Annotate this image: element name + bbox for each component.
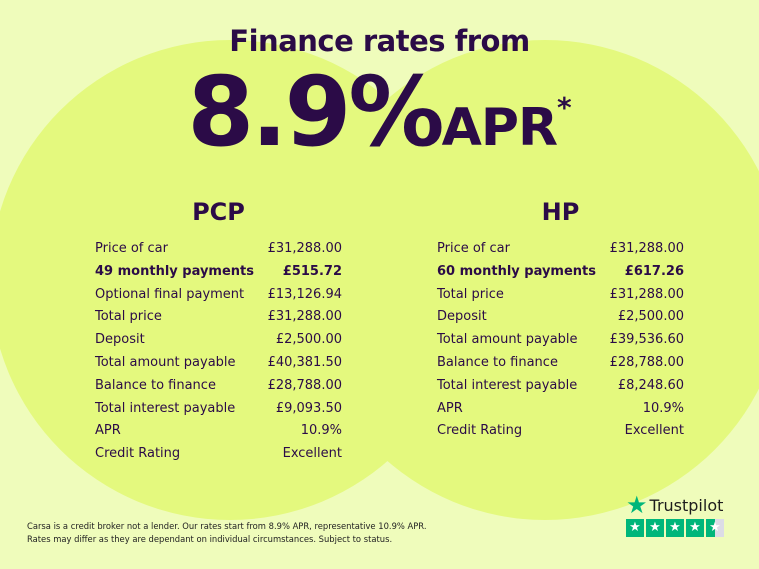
row-value: £31,288.00: [609, 241, 684, 256]
row-label: Balance to finance: [437, 354, 558, 370]
row-value: 10.9%: [300, 423, 342, 439]
table-row: Total interest payable £9,093.50: [95, 398, 342, 421]
rating-star-icon: ★: [626, 519, 644, 537]
table-row: APR 10.9%: [95, 420, 342, 443]
row-label: Total price: [437, 286, 504, 302]
table-row: Price of car £31,288.00: [95, 238, 342, 261]
row-value: £31,288.00: [609, 286, 684, 302]
row-label: Price of car: [95, 241, 168, 256]
row-value: £31,288.00: [267, 309, 342, 325]
table-row: Credit Rating Excellent: [95, 443, 342, 466]
headline: Finance rates from: [229, 24, 530, 58]
trustpilot-rating: ★ ★ ★ ★ ★: [626, 519, 724, 537]
row-value: £2,500.00: [617, 309, 684, 325]
table-row: Deposit £2,500.00: [437, 306, 684, 329]
row-value: £8,248.60: [617, 377, 684, 393]
row-label: Total amount payable: [95, 354, 236, 370]
row-value: £617.26: [624, 263, 684, 279]
row-label: Total amount payable: [437, 332, 578, 348]
row-label: Deposit: [95, 332, 145, 348]
row-label: Balance to finance: [95, 377, 216, 393]
row-label: Total price: [95, 309, 162, 325]
table-row: Deposit £2,500.00: [95, 329, 342, 352]
row-label: 60 monthly payments: [437, 263, 596, 279]
row-label: Credit Rating: [95, 446, 181, 462]
table-row: Price of car £31,288.00: [437, 238, 684, 261]
table-row: Total amount payable £39,536.60: [437, 329, 684, 352]
trustpilot-badge[interactable]: ★ Trustpilot ★ ★ ★ ★ ★: [626, 491, 724, 537]
table-row: Credit Rating Excellent: [437, 420, 684, 443]
rate-display: 8.9%APR*: [0, 62, 759, 162]
trustpilot-label: Trustpilot: [649, 495, 724, 515]
hp-title: HP: [541, 198, 580, 226]
asterisk: *: [557, 91, 572, 124]
table-row: Total interest payable £8,248.60: [437, 375, 684, 398]
row-value: £40,381.50: [267, 354, 342, 370]
hp-table: HP Price of car £31,288.00 60 monthly paym…: [437, 198, 684, 443]
apr-label: APR: [441, 98, 558, 158]
row-label: Total interest payable: [437, 377, 578, 393]
table-row: 60 monthly payments £617.26: [437, 261, 684, 284]
table-row: Total amount payable £40,381.50: [95, 352, 342, 375]
pcp-title: PCP: [192, 198, 245, 226]
row-label: 49 monthly payments: [95, 263, 254, 279]
table-row: Balance to finance £28,788.00: [95, 375, 342, 398]
trustpilot-star-icon: ★: [626, 491, 648, 519]
row-value: £28,788.00: [609, 354, 684, 370]
rating-star-icon: ★: [706, 519, 724, 537]
table-row: APR 10.9%: [437, 398, 684, 421]
row-value: £515.72: [282, 263, 342, 279]
rate-value: 8.9%: [187, 56, 444, 168]
disclaimer-line-2: Rates may differ as they are dependant o…: [27, 534, 393, 544]
table-row: 49 monthly payments £515.72: [95, 261, 342, 284]
table-row: Total price £31,288.00: [95, 306, 342, 329]
table-row: Total price £31,288.00: [437, 284, 684, 307]
row-value: 10.9%: [642, 400, 684, 416]
row-label: Credit Rating: [437, 423, 523, 439]
row-value: Excellent: [624, 423, 684, 439]
row-label: Optional final payment: [95, 286, 245, 302]
background-circle-right: [305, 40, 759, 520]
rating-star-icon: ★: [646, 519, 664, 537]
row-value: £28,788.00: [267, 377, 342, 393]
row-value: £13,126.94: [267, 286, 342, 302]
row-label: APR: [95, 423, 121, 439]
table-row: Optional final payment £13,126.94: [95, 284, 342, 307]
disclaimer-line-1: Carsa is a credit broker not a lender. O…: [27, 521, 427, 531]
row-value: £9,093.50: [275, 400, 342, 416]
row-value: Excellent: [282, 446, 342, 462]
rating-star-icon: ★: [686, 519, 704, 537]
disclaimer: Carsa is a credit broker not a lender. O…: [27, 520, 426, 546]
pcp-table: PCP Price of car £31,288.00 49 monthly pay…: [95, 198, 342, 466]
row-label: Price of car: [437, 241, 510, 256]
row-value: £39,536.60: [609, 332, 684, 348]
row-value: £31,288.00: [267, 241, 342, 256]
row-label: APR: [437, 400, 463, 416]
row-value: £2,500.00: [275, 332, 342, 348]
rating-star-icon: ★: [666, 519, 684, 537]
row-label: Deposit: [437, 309, 487, 325]
table-row: Balance to finance £28,788.00: [437, 352, 684, 375]
row-label: Total interest payable: [95, 400, 236, 416]
